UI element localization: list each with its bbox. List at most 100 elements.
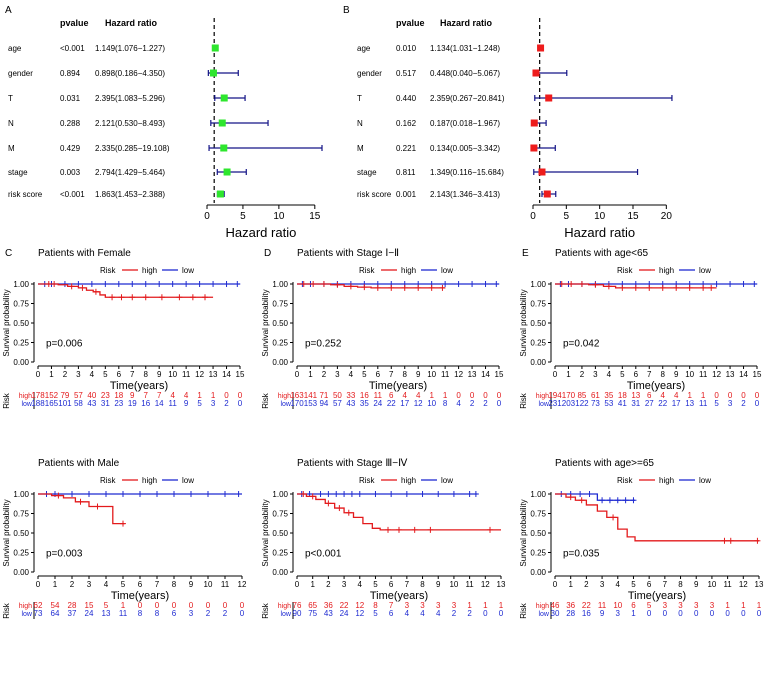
risk-count-high: 9 xyxy=(130,391,135,400)
risk-count-low: 4 xyxy=(436,609,441,618)
x-tick-label: 3 xyxy=(76,370,81,379)
risk-count-high: 3 xyxy=(420,601,425,610)
pvalue-header: pvalue xyxy=(60,18,89,28)
row-hr-text: 0.134(0.005−3.342) xyxy=(430,144,500,153)
x-tick-label: 2 xyxy=(580,370,585,379)
row-pvalue: 0.894 xyxy=(60,69,81,78)
risk-count-low: 94 xyxy=(319,399,328,408)
km-pvalue: p=0.042 xyxy=(563,338,600,349)
risk-count-low: 13 xyxy=(102,609,111,618)
row-hr-text: 2.143(1.346−3.413) xyxy=(430,190,500,199)
risk-count-high: 7 xyxy=(157,391,162,400)
y-tick-label: 0.25 xyxy=(13,339,29,348)
risk-count-low: 6 xyxy=(389,609,394,618)
y-tick-label: 0.75 xyxy=(13,510,29,519)
risk-count-low: 2 xyxy=(483,399,488,408)
risk-count-high: 0 xyxy=(223,601,228,610)
risk-count-low: 37 xyxy=(68,609,77,618)
y-tick-label: 0.00 xyxy=(272,358,288,367)
x-tick-label: 9 xyxy=(694,580,699,589)
risk-count-low: 30 xyxy=(551,609,560,618)
panel-letter: C xyxy=(5,248,12,259)
risk-count-low: 11 xyxy=(169,399,178,408)
row-label: T xyxy=(357,94,362,103)
legend-high-label: high xyxy=(401,476,416,485)
x-tick-label: 6 xyxy=(647,580,652,589)
row-hr-text: 0.448(0.040−5.067) xyxy=(430,69,500,78)
km-title: Patients with Stage Ⅰ−Ⅱ xyxy=(297,248,399,259)
x-tick-label: 15 xyxy=(495,370,504,379)
row-hr-text: 1.863(1.453−2.388) xyxy=(95,190,165,199)
legend-high-label: high xyxy=(142,476,157,485)
hr-point xyxy=(532,69,540,77)
x-tick-label: 2 xyxy=(326,580,331,589)
risk-count-low: 31 xyxy=(631,399,640,408)
risk-count-high: 5 xyxy=(647,601,652,610)
risk-count-low: 3 xyxy=(728,399,733,408)
risk-count-high: 28 xyxy=(68,601,77,610)
x-tick-label: 13 xyxy=(497,580,506,589)
risk-count-high: 0 xyxy=(172,601,177,610)
row-label: age xyxy=(8,44,22,53)
risk-count-high: 0 xyxy=(138,601,143,610)
risk-count-high: 0 xyxy=(206,601,211,610)
risk-count-high: 0 xyxy=(755,391,760,400)
x-tick-label: 12 xyxy=(712,370,721,379)
risk-count-high: 1 xyxy=(701,391,706,400)
risk-count-high: 0 xyxy=(240,601,245,610)
risk-count-high: 1 xyxy=(757,601,762,610)
x-tick-label: 5 xyxy=(362,370,367,379)
hr-point xyxy=(211,44,219,52)
x-tick-label: 4 xyxy=(616,580,621,589)
risk-count-high: 0 xyxy=(238,391,243,400)
risk-count-low: 2 xyxy=(452,609,457,618)
risk-count-low: 16 xyxy=(582,609,591,618)
x-tick-label: 8 xyxy=(144,370,149,379)
x-tick-label: 13 xyxy=(209,370,218,379)
risk-row-high-label: high xyxy=(536,393,549,400)
y-tick-label: 0.25 xyxy=(530,339,546,348)
risk-count-low: 5 xyxy=(714,399,719,408)
risk-count-low: 17 xyxy=(400,399,409,408)
risk-count-low: 153 xyxy=(304,399,318,408)
x-tick-label: 5 xyxy=(631,580,636,589)
legend-high-label: high xyxy=(142,266,157,275)
risk-count-low: 101 xyxy=(58,399,72,408)
legend-title: Risk xyxy=(100,266,117,275)
y-tick-label: 0.50 xyxy=(13,529,29,538)
legend-title: Risk xyxy=(617,476,634,485)
risk-count-high: 4 xyxy=(170,391,175,400)
y-tick-label: 0.75 xyxy=(272,300,288,309)
y-axis-label: Survival probability xyxy=(519,289,528,356)
row-hr-text: 2.335(0.285−19.108) xyxy=(95,144,170,153)
risk-count-high: 7 xyxy=(144,391,149,400)
risk-count-high: 163 xyxy=(290,391,304,400)
km-pvalue: p=0.006 xyxy=(46,338,83,349)
km-title: Patients with age<65 xyxy=(555,248,649,259)
risk-count-high: 23 xyxy=(101,391,110,400)
panel-letter: B xyxy=(343,5,350,16)
risk-count-high: 1 xyxy=(483,601,488,610)
x-tick-label: 9 xyxy=(674,370,679,379)
y-tick-label: 0.50 xyxy=(272,319,288,328)
risk-count-low: 3 xyxy=(211,399,216,408)
x-tick-label: 12 xyxy=(454,370,463,379)
risk-count-low: 0 xyxy=(755,399,760,408)
risk-count-low: 0 xyxy=(757,609,762,618)
risk-row-low-label: low xyxy=(280,611,291,618)
risk-count-low: 16 xyxy=(141,399,150,408)
risk-count-low: 19 xyxy=(128,399,137,408)
risk-count-high: 141 xyxy=(304,391,318,400)
risk-count-low: 0 xyxy=(238,399,243,408)
risk-count-low: 0 xyxy=(497,399,502,408)
risk-count-low: 73 xyxy=(591,399,600,408)
risk-count-low: 2 xyxy=(741,399,746,408)
risk-count-low: 122 xyxy=(575,399,589,408)
risk-count-high: 1 xyxy=(687,391,692,400)
row-pvalue: 0.003 xyxy=(60,168,81,177)
km-pvalue: p=0.035 xyxy=(563,548,600,559)
x-tick-label: 10 xyxy=(594,211,606,222)
legend-low-label: low xyxy=(441,476,453,485)
risk-count-high: 11 xyxy=(598,601,607,610)
risk-count-high: 18 xyxy=(618,391,627,400)
